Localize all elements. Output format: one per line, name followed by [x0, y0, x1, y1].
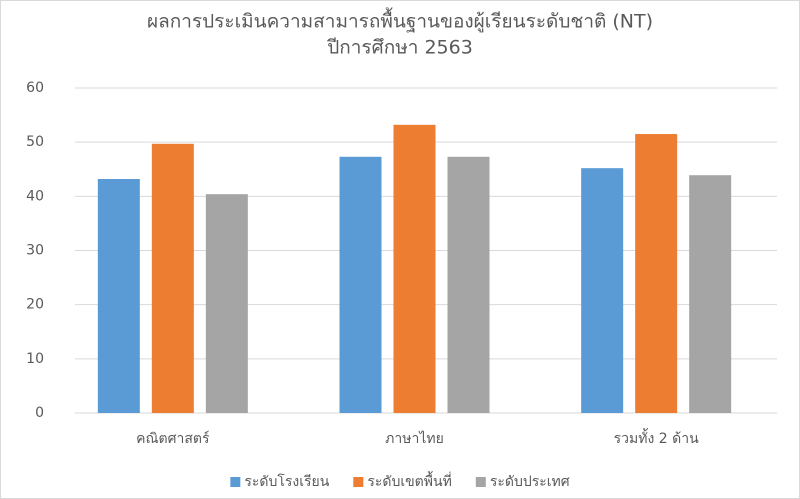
legend-swatch	[475, 477, 486, 487]
bar	[393, 124, 436, 413]
bar	[97, 179, 140, 413]
chart-title: ผลการประเมินความสามารถพื้นฐานของผู้เรียน…	[147, 8, 653, 33]
x-tick-label: ภาษาไทย	[385, 430, 444, 447]
y-tick-label: 60	[26, 80, 44, 96]
y-tick-label: 30	[26, 243, 44, 259]
bar	[151, 143, 194, 413]
chart-title: ปีการศึกษา 2563	[326, 37, 472, 59]
legend-label: ระดับโรงเรียน	[244, 473, 329, 490]
y-tick-label: 50	[26, 134, 44, 150]
legend-swatch	[353, 477, 364, 487]
bar	[581, 168, 624, 413]
y-tick-label: 10	[26, 351, 44, 367]
bar	[205, 194, 248, 413]
x-tick-label: คณิตศาสตร์	[136, 430, 210, 447]
y-tick-label: 40	[26, 188, 44, 204]
bar	[339, 156, 382, 413]
legend-label: ระดับเขตพื้นที่	[367, 471, 452, 490]
legend-label: ระดับประเทศ	[490, 474, 570, 490]
x-tick-label: รวมทั้ง 2 ด้าน	[614, 428, 699, 447]
bar	[689, 175, 732, 413]
y-tick-label: 20	[26, 297, 44, 313]
legend-swatch	[230, 477, 241, 487]
y-tick-label: 0	[35, 405, 44, 421]
bar	[635, 134, 678, 413]
bar	[447, 156, 490, 413]
